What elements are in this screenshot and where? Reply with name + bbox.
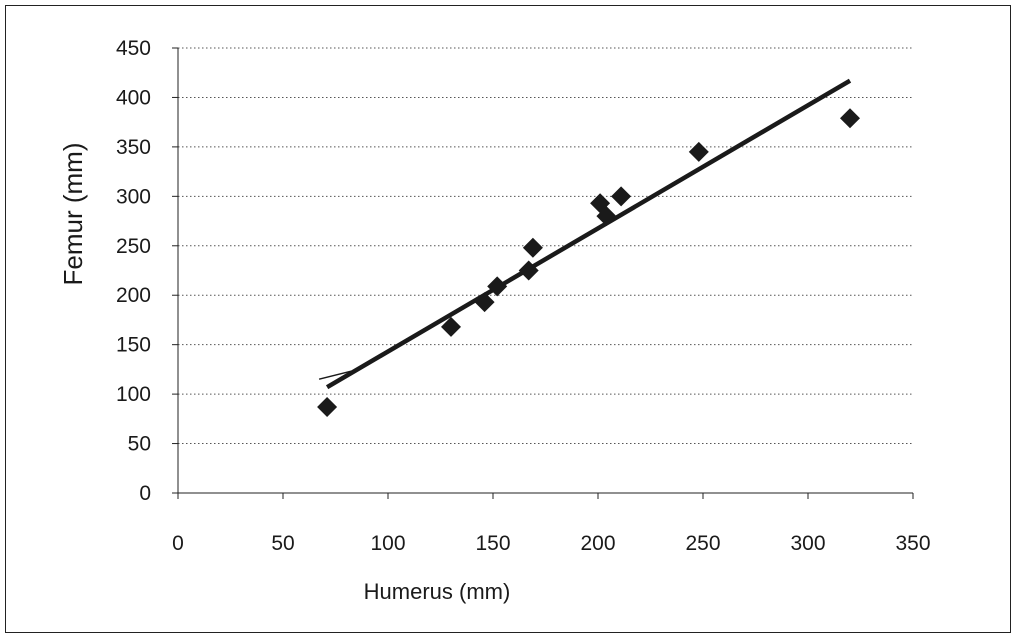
x-tick-label: 50 [271,532,294,555]
data-point-diamond [840,108,860,129]
y-tick-label: 450 [116,37,151,60]
x-tick-label: 0 [172,532,184,555]
x-tick-label: 250 [685,532,720,555]
y-tick-label: 200 [116,284,151,307]
x-tick-label: 300 [790,532,825,555]
data-point-diamond [441,316,461,337]
data-point-diamond [596,206,617,227]
data-points [317,108,860,417]
y-tick-label: 50 [128,433,151,456]
data-point-diamond [518,260,539,281]
y-tick-label: 300 [116,185,151,208]
trendline-end-stroke [318,370,352,380]
y-axis-label: Femur (mm) [58,143,88,286]
x-tick-label: 350 [895,532,930,555]
gridlines [178,47,913,445]
data-point-diamond [688,141,709,162]
x-tick-label: 200 [580,532,615,555]
data-point-diamond [611,186,632,207]
y-tick-label: 350 [116,136,151,159]
trendline-group [318,78,852,390]
y-tick-label: 0 [139,482,151,505]
y-tick-label: 100 [116,383,151,406]
x-tick-label: 150 [475,532,510,555]
x-tick-label: 100 [370,532,405,555]
chart-frame [5,5,1011,633]
y-tick-label: 250 [116,235,151,258]
x-axis-label: Humerus (mm) [364,579,511,604]
y-tick-label: 400 [116,86,151,109]
data-point-diamond [522,237,543,258]
data-point-diamond [487,276,508,297]
y-tick-label: 150 [116,334,151,357]
data-point-diamond [474,292,495,313]
tick-labels: 0 50 100 150 200 250 300 350 400 450 0 50 100 150 200 2… [116,37,931,555]
trendline [325,78,852,390]
data-point-diamond [317,396,338,417]
axes [172,47,914,499]
